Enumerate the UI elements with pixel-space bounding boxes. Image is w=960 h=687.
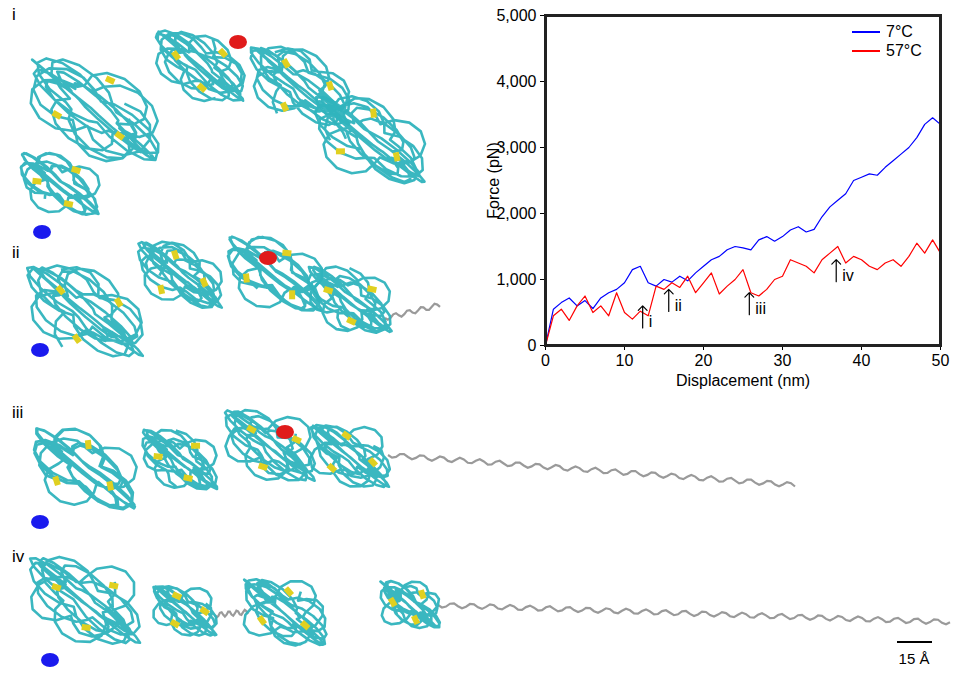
svg-text:50: 50	[932, 352, 950, 369]
html-text:7°C: 7°C	[886, 22, 913, 40]
html-text:57°C: 57°C	[886, 41, 922, 59]
svg-text:2,000: 2,000	[496, 205, 536, 222]
svg-text:Displacement (nm): Displacement (nm)	[676, 372, 810, 389]
svg-text:iii: iii	[12, 403, 23, 422]
svg-text:5,000: 5,000	[496, 7, 536, 24]
svg-text:ii: ii	[675, 297, 682, 314]
svg-text:15 Å: 15 Å	[899, 650, 930, 667]
svg-text:4,000: 4,000	[496, 73, 536, 90]
svg-text:iv: iv	[12, 547, 25, 566]
svg-text:0: 0	[528, 337, 537, 354]
svg-text:20: 20	[695, 352, 713, 369]
svg-text:10: 10	[616, 352, 634, 369]
svg-text:iv: iv	[842, 267, 854, 284]
svg-text:ii: ii	[12, 243, 20, 262]
svg-text:1,000: 1,000	[496, 271, 536, 288]
svg-text:0: 0	[541, 352, 550, 369]
svg-text:iii: iii	[755, 300, 766, 317]
svg-text:Force (pN): Force (pN)	[485, 142, 502, 218]
svg-text:3,000: 3,000	[496, 139, 536, 156]
svg-text:40: 40	[853, 352, 871, 369]
svg-text:i: i	[12, 5, 16, 24]
svg-text:30: 30	[774, 352, 792, 369]
svg-text:i: i	[649, 313, 653, 330]
